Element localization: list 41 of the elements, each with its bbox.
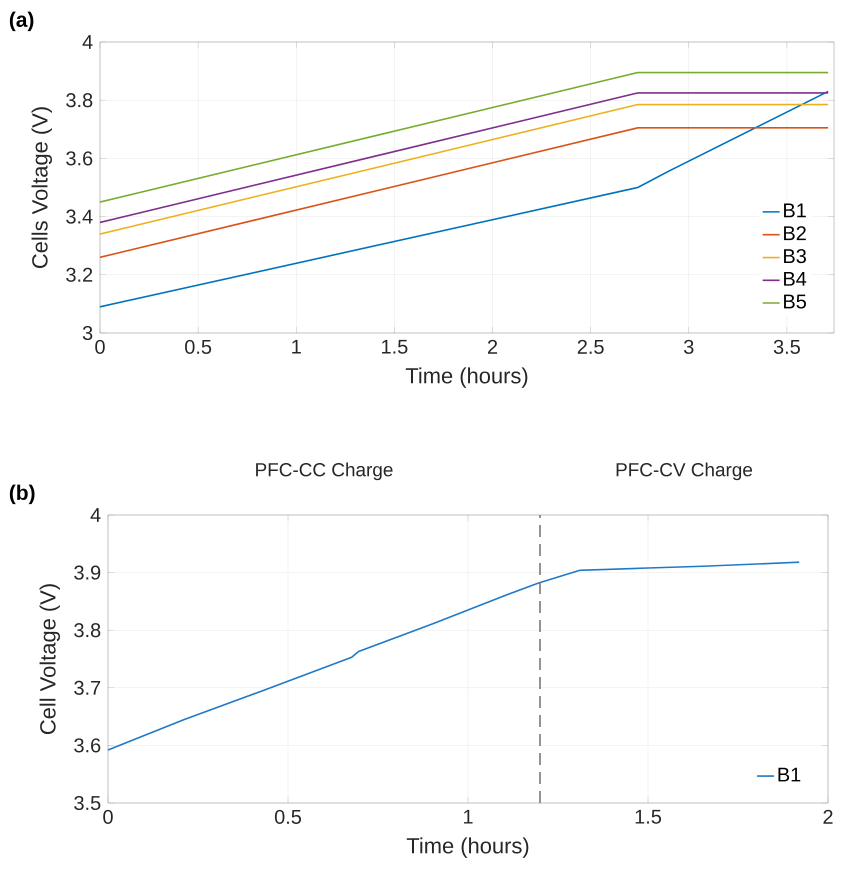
chart-title: (b) — [10, 484, 35, 504]
y-axis-title: Cell Voltage (V) — [40, 584, 60, 734]
x-tick-label: 0.5 — [274, 810, 302, 824]
x-tick-label: 0 — [95, 340, 105, 354]
y-tick-label: 3.4 — [66, 210, 93, 224]
y-tick-label: 3.6 — [66, 151, 92, 166]
line-series — [107, 561, 800, 751]
x-tick-label: 1 — [292, 340, 301, 354]
y-tick-label: 4 — [90, 508, 101, 522]
x-tick-label: 1.5 — [382, 340, 408, 354]
x-axis-title: Time (hours) — [406, 837, 528, 858]
y-tick-label: 3.5 — [74, 796, 100, 810]
legend-label: B4 — [784, 272, 806, 286]
text: PFC-CV Charge — [616, 462, 752, 480]
x-tick-label: 1 — [464, 810, 473, 824]
legend-label: B2 — [784, 226, 806, 240]
y-axis-title: Cells Voltage (V) — [32, 107, 52, 268]
x-tick-label: 0 — [103, 810, 113, 824]
legend-label: B5 — [784, 294, 806, 309]
line-series — [99, 90, 829, 308]
x-tick-label: 1.5 — [636, 810, 662, 824]
legend-label: B1 — [778, 768, 800, 782]
y-tick-label: 4 — [82, 35, 93, 49]
y-tick-label: 3.8 — [74, 623, 100, 638]
y-tick-label: 3.9 — [74, 566, 100, 580]
x-axis-title: Time (hours) — [406, 367, 528, 388]
x-tick-label: 3 — [684, 340, 694, 354]
legend-label: B1 — [784, 204, 806, 218]
text: PFC-CC Charge — [256, 462, 393, 480]
chart-title: (a) — [10, 12, 34, 32]
y-tick-label: 3 — [82, 326, 92, 340]
y-tick-label: 3.8 — [66, 93, 92, 108]
x-tick-label: 2.5 — [578, 340, 604, 354]
x-tick-label: 2 — [488, 340, 498, 354]
legend-label: B3 — [784, 249, 806, 264]
y-tick-label: 3.6 — [74, 738, 100, 752]
x-tick-label: 2 — [823, 810, 833, 824]
x-tick-label: 0.5 — [185, 340, 212, 354]
x-tick-label: 3.5 — [774, 340, 800, 354]
y-tick-label: 3.7 — [74, 680, 100, 695]
y-tick-label: 3.2 — [66, 268, 92, 282]
